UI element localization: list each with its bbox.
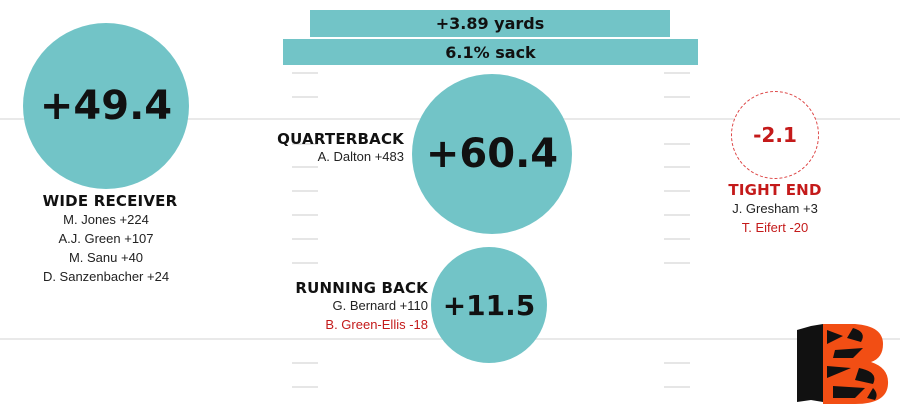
quarterback-value: +60.4: [425, 131, 559, 177]
hash-mark: [292, 362, 318, 364]
hash-mark: [664, 238, 690, 240]
hash-mark: [664, 214, 690, 216]
hash-mark: [292, 96, 318, 98]
tight-end-value: -2.1: [753, 123, 797, 147]
player-line: M. Jones +224: [63, 212, 149, 227]
hash-mark: [292, 72, 318, 74]
wide-receiver-circle: +49.4: [23, 23, 189, 189]
hash-mark: [664, 96, 690, 98]
player-line: G. Bernard +110: [332, 298, 428, 313]
player-line: A.J. Green +107: [58, 231, 154, 246]
hash-mark: [292, 190, 318, 192]
tight-end-circle: -2.1: [731, 91, 819, 179]
sack-label: 6.1% sack: [445, 42, 536, 62]
yards-label: +3.89 yards: [435, 14, 545, 33]
player-line: A. Dalton +483: [317, 149, 404, 164]
hash-mark: [292, 166, 318, 168]
wide-receiver-title: WIDE RECEIVER: [42, 192, 178, 210]
hash-mark: [664, 262, 690, 264]
running-back-circle: +11.5: [431, 247, 547, 363]
tight-end-players: J. Gresham +3 T. Eifert -20: [700, 199, 850, 237]
hash-mark: [664, 143, 690, 145]
player-line-negative: B. Green-Ellis -18: [325, 317, 428, 332]
hash-mark: [664, 190, 690, 192]
hash-mark: [292, 214, 318, 216]
hash-mark: [292, 143, 318, 145]
hash-mark: [664, 166, 690, 168]
sack-bar: 6.1% sack: [283, 39, 698, 65]
hash-mark: [664, 72, 690, 74]
hash-mark: [292, 386, 318, 388]
player-line: J. Gresham +3: [732, 201, 818, 216]
bengals-b-logo-icon: [797, 324, 889, 404]
hash-mark: [664, 362, 690, 364]
running-back-players: G. Bernard +110 B. Green-Ellis -18: [270, 296, 428, 334]
player-line: D. Sanzenbacher +24: [42, 269, 170, 284]
wide-receiver-value: +49.4: [39, 83, 173, 129]
hash-mark: [292, 238, 318, 240]
running-back-title: RUNNING BACK: [295, 279, 428, 297]
yards-bar: +3.89 yards: [310, 10, 670, 37]
tight-end-title: TIGHT END: [728, 181, 822, 199]
hash-mark: [664, 386, 690, 388]
quarterback-title: QUARTERBACK: [277, 130, 404, 148]
hash-mark: [292, 262, 318, 264]
running-back-value: +11.5: [442, 288, 536, 322]
quarterback-players: A. Dalton +483: [250, 147, 404, 166]
quarterback-circle: +60.4: [412, 74, 572, 234]
player-line-negative: T. Eifert -20: [741, 220, 809, 235]
wide-receiver-players: M. Jones +224 A.J. Green +107 M. Sanu +4…: [0, 210, 212, 286]
player-line: M. Sanu +40: [68, 250, 144, 265]
